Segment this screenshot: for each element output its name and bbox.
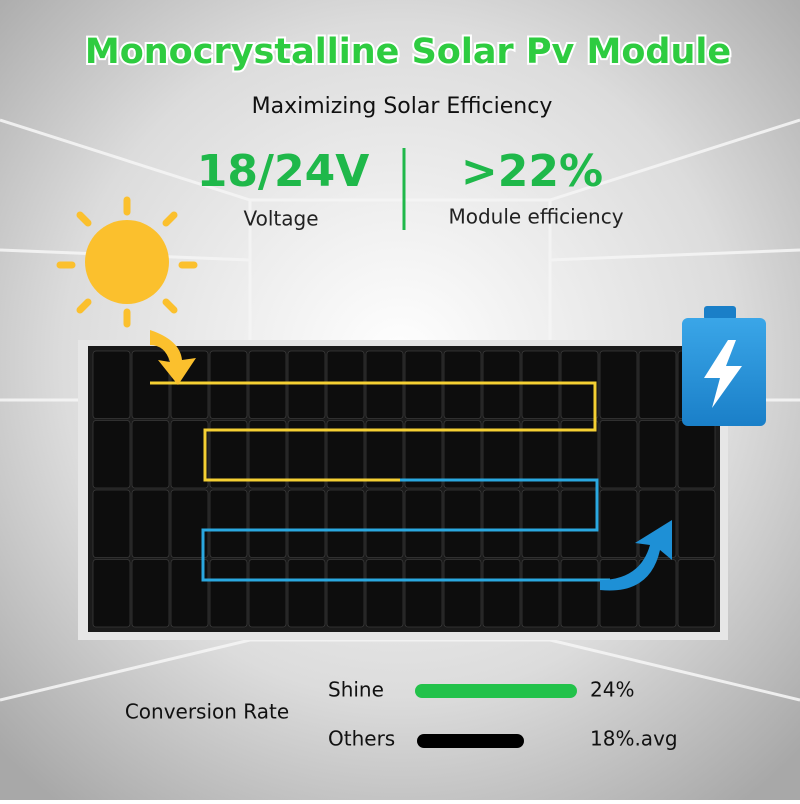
- spec-value: 18/24V: [197, 146, 370, 197]
- solar-cell: [287, 489, 326, 558]
- solar-cell: [677, 420, 716, 489]
- solar-cell: [209, 420, 248, 489]
- solar-cell: [131, 489, 170, 558]
- solar-cell: [482, 489, 521, 558]
- solar-cell: [560, 559, 599, 628]
- solar-cell: [443, 559, 482, 628]
- solar-cell: [209, 350, 248, 419]
- current-path-yellow: [150, 381, 597, 482]
- spec-value: >22%: [461, 146, 603, 197]
- solar-cell: [677, 559, 716, 628]
- solar-cell: [248, 559, 287, 628]
- sun: [56, 196, 198, 328]
- solar-cell: [443, 489, 482, 558]
- comparison-title: Conversion Rate: [125, 700, 289, 724]
- solar-panel: [78, 340, 728, 640]
- arrow-in: [150, 330, 196, 385]
- solar-cell: [92, 559, 131, 628]
- solar-cell: [365, 420, 404, 489]
- row-value: 24%: [590, 678, 634, 702]
- solar-cell: [638, 559, 677, 628]
- solar-cell: [404, 350, 443, 419]
- solar-cell: [170, 489, 209, 558]
- arrow-out: [600, 520, 672, 591]
- solar-cell: [638, 350, 677, 419]
- solar-cell: [677, 489, 716, 558]
- spec-label: Module efficiency: [448, 205, 623, 229]
- solar-cell: [209, 559, 248, 628]
- spec-label: Voltage: [243, 207, 318, 231]
- battery-icon: [682, 306, 766, 426]
- solar-cell: [287, 420, 326, 489]
- solar-cell: [638, 420, 677, 489]
- solar-cell: [482, 420, 521, 489]
- solar-cell: [404, 559, 443, 628]
- solar-cell: [248, 420, 287, 489]
- solar-cell: [521, 420, 560, 489]
- solar-cell: [92, 420, 131, 489]
- solar-cell: [443, 420, 482, 489]
- solar-cell: [404, 420, 443, 489]
- solar-cell: [365, 489, 404, 558]
- solar-cell: [560, 489, 599, 558]
- solar-cell: [131, 420, 170, 489]
- solar-cell: [521, 489, 560, 558]
- current-path-blue: [201, 478, 610, 582]
- solar-cell: [131, 559, 170, 628]
- solar-cell: [209, 489, 248, 558]
- solar-cell: [443, 350, 482, 419]
- row-name: Shine: [328, 678, 384, 702]
- solar-cell: [365, 559, 404, 628]
- row-value: 18%.avg: [590, 727, 678, 751]
- solar-cell: [560, 420, 599, 489]
- solar-cell: [326, 489, 365, 558]
- solar-cell: [326, 420, 365, 489]
- solar-cell: [326, 559, 365, 628]
- solar-cell: [521, 559, 560, 628]
- solar-cell: [365, 350, 404, 419]
- solar-cell: [170, 420, 209, 489]
- solar-cell: [248, 350, 287, 419]
- solar-cell: [482, 350, 521, 419]
- solar-cell: [521, 350, 560, 419]
- solar-cell: [326, 350, 365, 419]
- solar-cell: [599, 559, 638, 628]
- row-name: Others: [328, 727, 395, 751]
- solar-cell: [92, 350, 131, 419]
- solar-cell: [404, 489, 443, 558]
- solar-cell: [599, 350, 638, 419]
- solar-cell: [248, 489, 287, 558]
- solar-cell: [131, 350, 170, 419]
- solar-cell: [482, 559, 521, 628]
- title: Monocrystalline Solar Pv Module: [85, 32, 731, 72]
- solar-cell: [170, 559, 209, 628]
- solar-cell: [287, 559, 326, 628]
- solar-cell: [599, 489, 638, 558]
- solar-cell: [92, 489, 131, 558]
- solar-cell: [287, 350, 326, 419]
- solar-cell: [560, 350, 599, 419]
- subtitle: Maximizing Solar Efficiency: [252, 94, 553, 119]
- solar-cell: [599, 420, 638, 489]
